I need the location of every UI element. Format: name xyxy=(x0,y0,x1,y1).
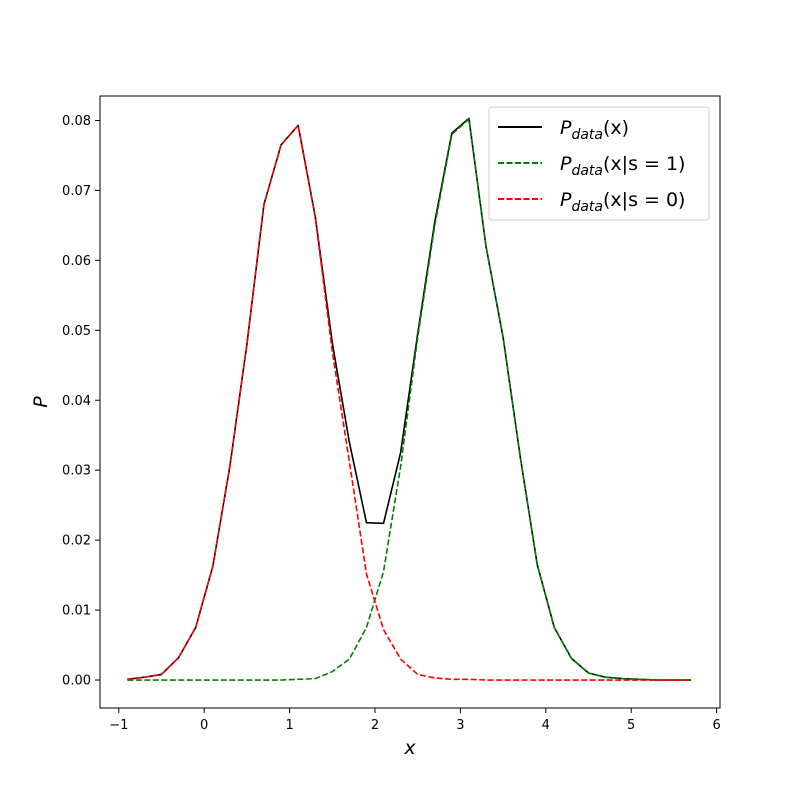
legend-label-2: Pdata(x|s = 0) xyxy=(560,189,685,215)
x-tick-label: 6 xyxy=(712,718,720,733)
legend-entries: Pdata(x) Pdata(x|s = 1) Pdata(x|s = 0) xyxy=(498,117,685,215)
y-tick-label: 0.08 xyxy=(62,114,91,129)
y-tick-label: 0.07 xyxy=(62,184,91,199)
series-line-1 xyxy=(127,118,691,681)
series-layer xyxy=(127,117,691,681)
legend-label-0: Pdata(x) xyxy=(560,117,629,143)
y-tick-label: 0.03 xyxy=(62,464,91,479)
x-tick-label: 2 xyxy=(371,718,379,733)
x-axis-ticks: −1 0 1 2 3 4 5 6 xyxy=(109,708,721,733)
legend: Pdata(x) Pdata(x|s = 1) Pdata(x|s = 0) xyxy=(488,106,710,221)
x-tick-label: 1 xyxy=(285,718,293,733)
y-tick-label: 0.04 xyxy=(62,394,91,409)
plot-frame xyxy=(99,95,721,709)
y-tick-label: 0.01 xyxy=(62,604,91,619)
y-tick-label: 0.02 xyxy=(62,534,91,549)
y-axis-label: P xyxy=(30,396,52,408)
x-tick-label: 0 xyxy=(200,718,208,733)
legend-box xyxy=(488,106,710,221)
x-axis-label: x xyxy=(403,737,416,759)
x-tick-label: −1 xyxy=(109,718,128,733)
y-tick-label: 0.06 xyxy=(62,254,91,269)
x-tick-label: 3 xyxy=(456,718,464,733)
y-tick-label: 0.05 xyxy=(62,324,91,339)
y-axis-ticks: 0.00 0.01 0.02 0.03 0.04 0.05 0.06 0.07 0.08 xyxy=(62,114,100,689)
x-tick-label: 5 xyxy=(627,718,635,733)
x-tick-label: 4 xyxy=(542,718,550,733)
legend-label-1: Pdata(x|s = 1) xyxy=(560,153,685,179)
series-line-2 xyxy=(127,124,691,681)
y-tick-label: 0.00 xyxy=(62,674,91,689)
